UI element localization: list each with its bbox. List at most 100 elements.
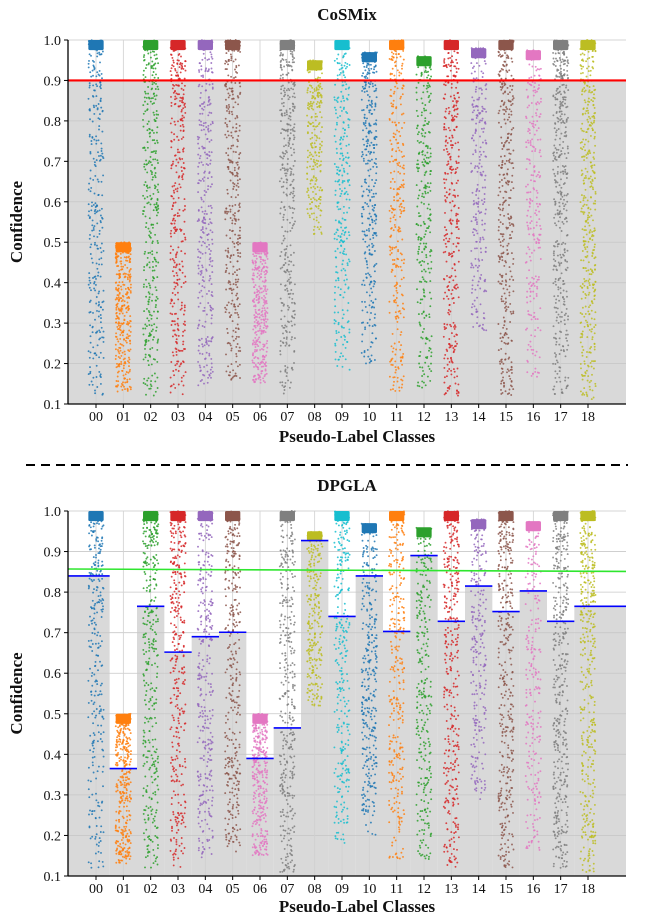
- data-point: [173, 287, 176, 290]
- data-point: [202, 179, 205, 182]
- data-point: [452, 106, 455, 109]
- data-point: [169, 70, 172, 73]
- data-point: [179, 71, 182, 74]
- data-point: [209, 221, 212, 224]
- data-point: [370, 312, 372, 314]
- data-point: [201, 378, 203, 381]
- data-point: [485, 329, 488, 332]
- data-point: [348, 206, 351, 209]
- data-point: [340, 109, 343, 112]
- data-point: [336, 74, 339, 77]
- data-point: [364, 69, 367, 72]
- data-point: [125, 336, 128, 339]
- data-point: [98, 229, 101, 232]
- data-point: [182, 107, 185, 110]
- data-point: [395, 348, 398, 351]
- data-point: [283, 87, 286, 90]
- data-point: [183, 309, 186, 312]
- data-point: [209, 123, 212, 126]
- data-point: [401, 307, 404, 310]
- data-point: [280, 132, 282, 135]
- data-point: [205, 191, 208, 194]
- data-point: [174, 285, 177, 288]
- data-point: [480, 199, 483, 202]
- data-point: [392, 99, 395, 102]
- data-point: [181, 393, 184, 396]
- data-point: [485, 110, 488, 113]
- data-point: [92, 203, 95, 206]
- data-point: [255, 319, 258, 321]
- data-point: [257, 323, 260, 326]
- data-point: [175, 350, 178, 353]
- data-point: [360, 98, 363, 101]
- data-point: [254, 336, 257, 339]
- data-point: [203, 326, 206, 328]
- data-point: [375, 172, 378, 175]
- data-point: [178, 365, 181, 368]
- data-point: [313, 198, 316, 201]
- data-point: [451, 182, 454, 185]
- data-point: [169, 391, 172, 394]
- data-point: [391, 332, 394, 335]
- data-point: [471, 279, 474, 282]
- data-point: [153, 256, 156, 259]
- data-point: [172, 383, 175, 386]
- data-point: [286, 320, 289, 323]
- data-point: [291, 324, 294, 327]
- data-point: [391, 59, 394, 62]
- data-point: [317, 94, 319, 97]
- data-point: [92, 157, 95, 160]
- data-point: [421, 260, 424, 262]
- data-point: [236, 116, 239, 119]
- data-point: [98, 258, 101, 261]
- data-point: [184, 275, 187, 278]
- data-point: [153, 323, 156, 326]
- data-point: [285, 64, 288, 66]
- data-point: [281, 324, 284, 327]
- data-point: [286, 169, 289, 172]
- data-point: [180, 67, 183, 70]
- data-point: [419, 298, 422, 301]
- data-point: [373, 282, 376, 285]
- data-point: [100, 147, 103, 150]
- data-point: [210, 366, 213, 369]
- data-point: [392, 216, 395, 219]
- data-point: [261, 307, 264, 310]
- data-point: [251, 342, 254, 345]
- data-point: [420, 73, 423, 76]
- data-point: [97, 315, 100, 318]
- data-point: [373, 306, 376, 309]
- data-point: [342, 296, 345, 299]
- data-point: [225, 52, 228, 55]
- data-point: [453, 345, 456, 348]
- data-point: [154, 176, 157, 179]
- data-point: [292, 134, 295, 137]
- data-point: [142, 210, 145, 213]
- data-point: [340, 222, 343, 225]
- data-point: [155, 206, 158, 209]
- data-point: [172, 65, 175, 68]
- data-point: [341, 174, 344, 177]
- data-point: [426, 262, 429, 265]
- data-point: [94, 283, 97, 286]
- data-point: [373, 264, 376, 267]
- data-point: [184, 236, 187, 239]
- data-point: [207, 302, 210, 304]
- data-point: [447, 311, 450, 314]
- data-point: [393, 342, 396, 345]
- data-point: [123, 338, 126, 341]
- data-point: [234, 337, 237, 340]
- data-point: [119, 337, 122, 340]
- data-point: [265, 320, 268, 323]
- data-point: [95, 354, 98, 357]
- data-point: [427, 156, 430, 159]
- data-point: [177, 298, 180, 301]
- data-point: [448, 387, 451, 390]
- data-point: [366, 73, 369, 76]
- data-point: [480, 92, 483, 95]
- data-point: [476, 296, 479, 299]
- data-point: [281, 381, 284, 384]
- data-point: [480, 70, 483, 73]
- data-point: [457, 249, 460, 252]
- data-point: [288, 344, 291, 347]
